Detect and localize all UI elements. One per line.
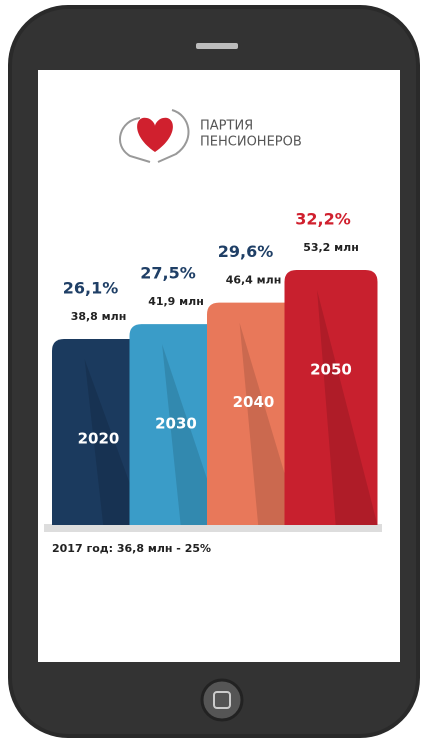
logo-heart [137, 117, 173, 152]
home-button[interactable] [200, 678, 244, 722]
value-label: 38,8 млн [71, 310, 127, 323]
baseline [44, 524, 382, 532]
share-label: 26,1% [63, 279, 119, 298]
logo: ПАРТИЯ ПЕНСИОНЕРОВ [119, 109, 302, 163]
bar [207, 302, 300, 525]
bar-shadow [317, 290, 378, 525]
bar-category: 2040 [233, 393, 275, 411]
value-label: 53,2 млн [303, 241, 359, 254]
share-label: 29,6% [218, 242, 274, 261]
share-label: 32,2% [295, 210, 351, 229]
bar-shadow [239, 322, 300, 525]
value-label: 41,9 млн [148, 295, 204, 308]
bar [284, 270, 378, 525]
bar-category: 2030 [155, 415, 197, 433]
logo-text: ПЕНСИОНЕРОВ [200, 135, 302, 150]
speaker [196, 43, 238, 49]
footnote: 2017 год: 36,8 млн - 25% [52, 542, 211, 555]
logo-hand [157, 109, 190, 163]
bar-category: 2020 [78, 430, 120, 448]
bar [129, 324, 223, 525]
home-icon [213, 691, 231, 709]
logo-text: ПАРТИЯ [200, 119, 253, 134]
value-label: 46,4 млн [226, 274, 282, 287]
bar [52, 339, 145, 525]
share-label: 27,5% [140, 264, 196, 283]
bar-category: 2050 [310, 361, 352, 379]
logo-hand [119, 117, 151, 163]
